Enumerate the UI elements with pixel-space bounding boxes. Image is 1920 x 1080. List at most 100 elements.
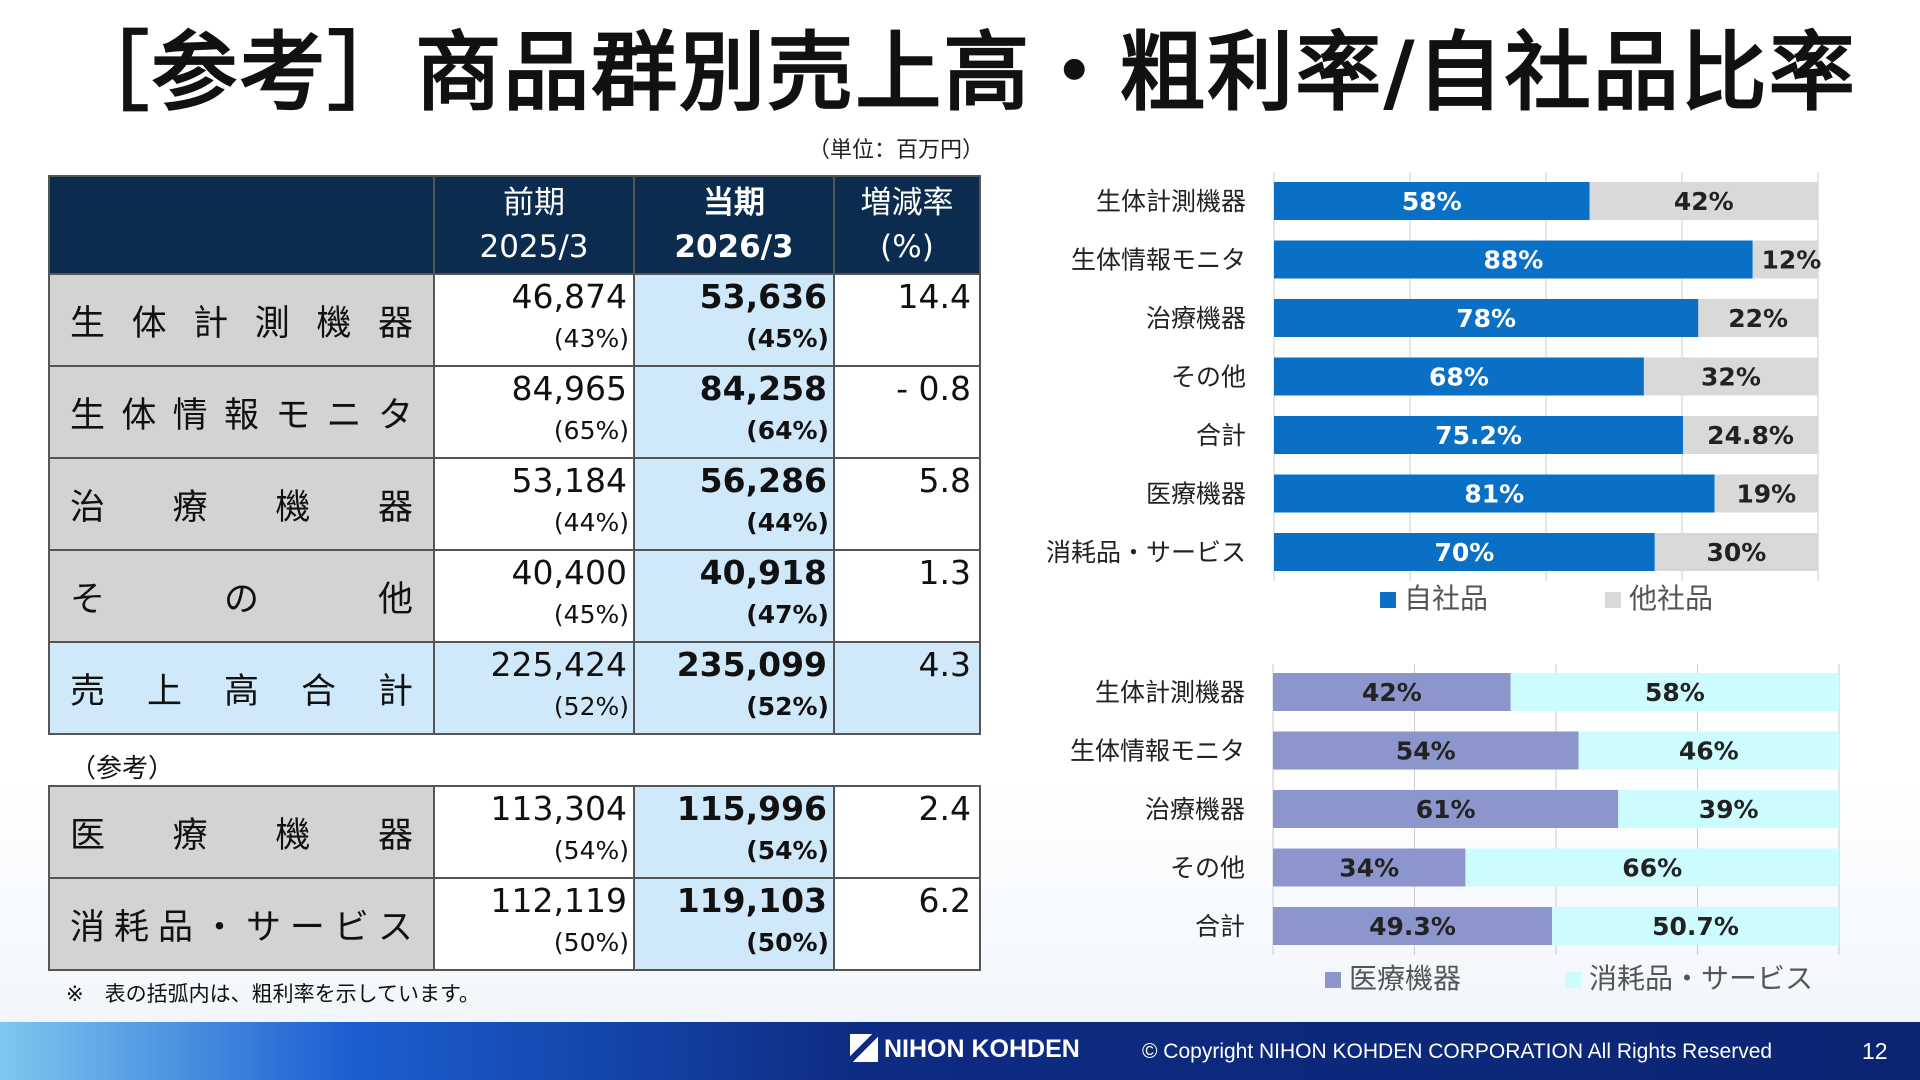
category-char: 療 [172, 815, 208, 856]
category-char: 報 [223, 395, 259, 436]
change-cell: 5.8 [833, 457, 981, 551]
copyright-text: © Copyright NIHON KOHDEN CORPORATION All… [1142, 1040, 1773, 1063]
prev-value: 46,874 [511, 277, 627, 316]
prev-value: 53,184 [511, 461, 627, 500]
cur-value: 40,918 [699, 553, 827, 592]
reference-table: 医療機器 113,304 (54%) 115,996 (54%) 2.4 消耗品・サービス 1… [48, 785, 981, 971]
header-change: 増減率 (%) [833, 175, 981, 275]
chart-bar-segment [1274, 357, 1644, 396]
chart-data-label: 12% [1761, 246, 1821, 275]
chart-bar-segment [1273, 907, 1553, 945]
legend-swatch-icon [1565, 972, 1581, 988]
charts-area: 生体計測機器 58% 42% 生体情報モニタ 88% 12% 治療機器 78% 22% その他 68… [1046, 172, 1840, 995]
chart-bar-segment [1273, 673, 1511, 711]
cur-cell: 40,918 (47%) [633, 549, 835, 643]
cur-margin: (64%) [746, 416, 829, 445]
company-logo: NIHON KOHDEN [850, 1034, 1080, 1064]
category-char: そ [70, 579, 106, 620]
chart-data-label: 30% [1706, 538, 1766, 567]
category-char: ー [289, 907, 325, 948]
category-char: 器 [377, 303, 413, 344]
category-char: 機 [316, 303, 352, 344]
page-title: ［参考］商品群別売上高・粗利率/自社品比率 [63, 23, 1857, 123]
chart-bar-segment [1274, 299, 1699, 337]
chart-category-label: 生体情報モニタ [1070, 737, 1245, 766]
prev-value: 40,400 [511, 553, 627, 592]
page-number: 12 [1862, 1038, 1888, 1064]
category-char: 医 [70, 815, 106, 856]
chart-bar-segment [1654, 533, 1818, 571]
row-category-label: 売上高合計 [70, 663, 413, 714]
prev-margin: (44%) [553, 508, 629, 537]
category-char: 療 [172, 487, 208, 528]
prev-cell: 53,184 (44%) [433, 457, 635, 551]
header-prev: 前期 2025/3 [433, 175, 635, 275]
chart-bar-segment [1274, 416, 1684, 454]
category-char: ビ [333, 907, 369, 948]
header-cur-label: 当期 [703, 185, 765, 221]
chart-data-label: 34% [1339, 854, 1399, 883]
header-change-label: 増減率 [860, 185, 954, 221]
chart-bar-segment [1698, 299, 1818, 337]
chart-bar-segment [1274, 182, 1590, 220]
chart-data-label: 54% [1396, 737, 1456, 766]
cur-value: 84,258 [699, 369, 827, 408]
chart-data-label: 46% [1679, 737, 1739, 766]
chart-data-label: 88% [1483, 246, 1543, 275]
header-cur-period: 2026/3 [674, 229, 794, 265]
row-category-cell: 治療機器 [48, 457, 435, 551]
category-char: 体 [131, 303, 167, 344]
legend-swatch-icon [1325, 972, 1341, 988]
prev-margin: (50%) [553, 928, 629, 957]
row-category-cell: 生体計測機器 [48, 273, 435, 367]
header-prev-label: 前期 [503, 185, 565, 221]
category-char: 計 [377, 671, 413, 712]
cur-margin: (45%) [746, 324, 829, 353]
category-char: 機 [275, 815, 311, 856]
row-category-label: 消耗品・サービス [70, 899, 413, 950]
legend-label: 医療機器 [1349, 962, 1461, 995]
category-char: 売 [70, 671, 106, 712]
prev-margin: (45%) [553, 600, 629, 629]
cur-margin: (54%) [746, 836, 829, 865]
cur-cell: 84,258 (64%) [633, 365, 835, 459]
cur-cell: 53,636 (45%) [633, 273, 835, 367]
header-change-unit: (%) [880, 229, 934, 265]
chart-bar-segment [1273, 848, 1466, 887]
cur-margin: (50%) [746, 928, 829, 957]
prev-cell: 225,424 (52%) [433, 641, 635, 735]
prev-cell: 113,304 (54%) [433, 785, 635, 879]
chart-bar-segment [1274, 533, 1655, 571]
category-char: 生 [70, 395, 106, 436]
chart-data-label: 70% [1434, 538, 1494, 567]
chart-category-label: 合計 [1196, 421, 1246, 450]
chart-category-label: 治療機器 [1145, 795, 1245, 824]
chart-bar-segment [1578, 731, 1839, 770]
table-row: 治療機器 53,184 (44%) 56,286 (44%) 5.8 [48, 457, 981, 551]
category-char: の [223, 579, 259, 620]
row-category-label: 治療機器 [70, 479, 413, 530]
row-category-cell: 医療機器 [48, 785, 435, 879]
category-char: 機 [275, 487, 311, 528]
prev-cell: 40,400 (45%) [433, 549, 635, 643]
category-char: ・ [201, 907, 237, 948]
chart-category-label: 生体計測機器 [1096, 187, 1246, 216]
chart-data-label: 75.2% [1435, 421, 1522, 450]
prev-value: 112,119 [490, 881, 627, 920]
row-category-label: 生体情報モニタ [70, 387, 413, 438]
chart-data-label: 61% [1416, 795, 1476, 824]
chart-bar-segment [1643, 357, 1818, 396]
category-char: 器 [377, 487, 413, 528]
chart-bar-segment [1465, 848, 1839, 887]
chart-bar-segment [1618, 790, 1839, 828]
chart-data-label: 42% [1674, 187, 1734, 216]
chart-bar-segment [1714, 474, 1818, 513]
chart-data-label: 58% [1645, 678, 1705, 707]
category-char: 生 [70, 303, 106, 344]
row-category-cell: その他 [48, 549, 435, 643]
category-char: サ [245, 907, 281, 948]
category-char: 上 [146, 671, 182, 712]
legend-label: 消耗品・サービス [1589, 962, 1813, 995]
category-char: 情 [172, 395, 208, 436]
prev-margin: (52%) [553, 692, 629, 721]
